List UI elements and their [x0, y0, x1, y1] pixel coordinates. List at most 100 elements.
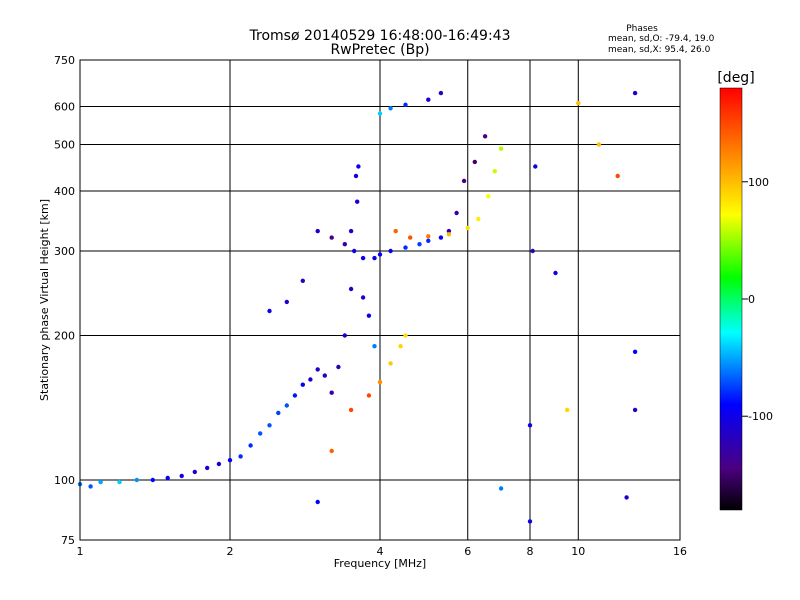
data-point [372, 255, 377, 261]
y-tick-label: 200 [54, 330, 75, 343]
data-point [426, 97, 431, 102]
grid [80, 60, 680, 540]
data-point [576, 100, 581, 106]
data-point [438, 90, 444, 96]
x-tick-label: 2 [227, 545, 234, 558]
data-point [454, 210, 459, 216]
data-point [134, 477, 139, 483]
data-point [624, 495, 629, 500]
y-tick-label: 500 [54, 139, 75, 152]
data-point [632, 349, 638, 354]
data-point [238, 454, 243, 459]
data-point [360, 295, 366, 300]
data-point [426, 234, 431, 239]
data-point [267, 423, 272, 428]
data-point [446, 232, 452, 237]
data-point [372, 344, 377, 349]
data-point [308, 377, 313, 382]
data-point [192, 469, 197, 475]
data-point [342, 242, 347, 247]
data-point [329, 235, 334, 240]
data-point [353, 173, 359, 179]
x-tick-label: 4 [377, 545, 384, 558]
data-point [165, 475, 170, 481]
colorbar [719, 87, 743, 511]
data-point [284, 299, 289, 305]
data-point [117, 479, 122, 485]
data-point [284, 403, 289, 408]
data-point [438, 235, 444, 240]
data-point [377, 252, 383, 257]
data-points [77, 90, 638, 524]
data-point [342, 333, 347, 338]
data-point [322, 373, 327, 378]
data-point [472, 159, 477, 165]
data-point [329, 390, 334, 395]
data-point [533, 164, 538, 169]
data-point [258, 431, 263, 436]
colorbar-ticks: 100 0 -100 [742, 176, 773, 423]
data-point [315, 228, 320, 234]
y-axis-label: Stationary phase Virtual Height [km] [38, 199, 51, 401]
chart-subtitle: RwPretec (Bp) [330, 42, 429, 58]
data-point [465, 225, 470, 231]
data-point [403, 245, 408, 250]
data-point [348, 286, 354, 292]
data-point [393, 228, 398, 234]
colorbar-tick-label: 100 [748, 176, 769, 189]
data-point [377, 111, 383, 116]
y-tick-label: 100 [54, 474, 75, 487]
data-point [403, 333, 408, 338]
data-point [615, 173, 620, 179]
data-point [403, 102, 408, 108]
data-point [329, 448, 334, 454]
data-point [446, 228, 452, 234]
data-point [565, 407, 570, 413]
data-point [408, 235, 413, 240]
stats-heading: Phases [626, 24, 658, 34]
data-point [315, 499, 320, 505]
data-point [426, 238, 431, 243]
colorbar-tick-label: -100 [748, 410, 773, 423]
y-tick-label: 750 [54, 54, 75, 67]
data-point [486, 194, 491, 199]
data-point [498, 486, 504, 491]
data-point [352, 248, 357, 254]
data-point [179, 473, 184, 479]
data-point [300, 278, 305, 283]
data-point [388, 106, 393, 111]
chart-title: Tromsø 20140529 16:48:00-16:49:43 [249, 28, 511, 44]
colorbar-tick-label: 0 [748, 293, 755, 306]
data-point [498, 146, 504, 151]
x-tick-labels: 1 2 4 6 8 10 16 [77, 545, 688, 558]
data-point [98, 479, 103, 485]
x-tick-label: 6 [464, 545, 471, 558]
data-point [366, 313, 372, 318]
y-tick-label: 400 [54, 185, 75, 198]
data-point [388, 361, 393, 366]
data-point [355, 199, 360, 204]
y-tick-labels: 75 100 200 300 400 500 600 750 [54, 54, 75, 547]
data-point [88, 484, 93, 489]
y-tick-label: 600 [54, 101, 75, 114]
data-point [476, 216, 481, 222]
x-tick-label: 8 [527, 545, 534, 558]
data-point [216, 461, 222, 467]
data-point [315, 367, 320, 372]
data-point [227, 458, 233, 463]
data-point [632, 407, 638, 413]
data-point [205, 465, 210, 471]
data-point [417, 242, 422, 247]
data-point [360, 255, 366, 261]
data-point [461, 178, 467, 184]
data-point [336, 364, 341, 370]
data-point [553, 270, 558, 276]
data-point [527, 423, 533, 428]
plot-frame [79, 59, 681, 541]
stats-line-x: mean, sd,X: 95.4, 26.0 [608, 45, 711, 55]
data-point [398, 344, 403, 349]
colorbar-label: [deg] [717, 70, 754, 86]
data-point [276, 410, 281, 416]
y-tick-label: 300 [54, 245, 75, 258]
